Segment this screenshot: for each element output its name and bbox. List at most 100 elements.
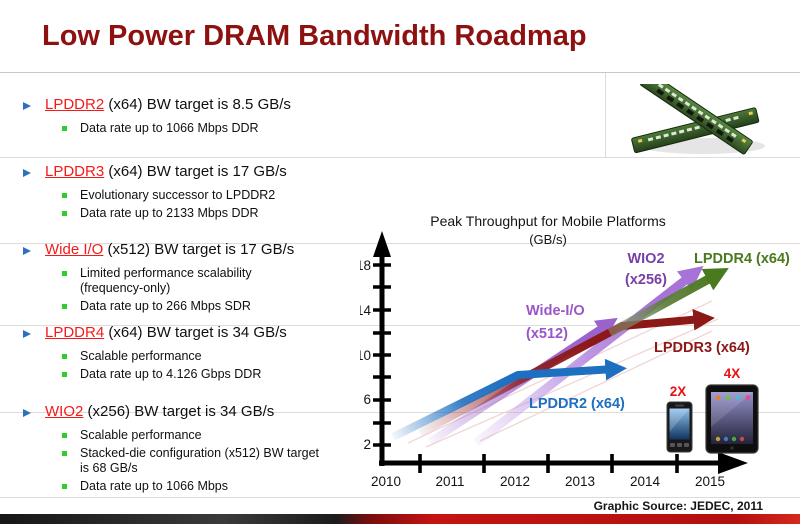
chart-subtitle: (GB/s) — [529, 232, 567, 247]
y-axis: 18 14 10 6 2 — [360, 231, 391, 466]
bullet-main: LPDDR4 (x64) BW target is 34 GB/s — [18, 324, 366, 342]
sub-bullet: Data rate up to 2133 Mbps DDR — [62, 206, 366, 221]
x-tick-label: 2010 — [371, 474, 401, 489]
wio2-label-2: (x256) — [625, 272, 667, 288]
sub-bullet: Scalable performance — [62, 349, 366, 364]
chart-title: Peak Throughput for Mobile Platforms — [430, 213, 666, 229]
lpddr4-label: LPDDR4 (x64) — [694, 251, 790, 267]
y-tick-label: 2 — [363, 437, 371, 452]
term-link[interactable]: LPDDR4 — [45, 324, 105, 341]
phone-multiplier-label: 2X — [670, 384, 687, 399]
bullet-arrow-icon — [23, 102, 31, 110]
x-axis-arrowhead — [718, 452, 748, 474]
separator-line — [0, 243, 800, 244]
bullet-item-lpddr3: LPDDR3 (x64) BW target is 17 GB/s Evolut… — [18, 163, 366, 224]
bullet-arrow-icon — [23, 169, 31, 177]
x-tick-label: 2015 — [695, 474, 725, 489]
separator-line — [0, 497, 800, 498]
sub-bullet-icon — [62, 353, 67, 359]
y-tick-label: 18 — [360, 258, 371, 273]
term-link[interactable]: LPDDR2 — [45, 96, 105, 113]
y-tick-label: 6 — [363, 392, 371, 407]
sub-bullet: Evolutionary successor to LPDDR2 — [62, 188, 366, 203]
x-tick-label: 2013 — [565, 474, 595, 489]
sub-bullet-text: Data rate up to 266 Mbps SDR — [80, 298, 251, 313]
sub-bullet-text: Data rate up to 2133 Mbps DDR — [80, 205, 259, 220]
separator-line — [0, 412, 800, 413]
wideio-label: Wide-I/O — [526, 303, 585, 319]
lpddr2-arrow — [391, 358, 627, 441]
smartphone-icon — [666, 401, 693, 453]
sub-bullet-text: Scalable performance — [80, 427, 202, 442]
sub-bullet-icon — [62, 303, 67, 309]
sub-bullet: Stacked-die configuration (x512) BW targ… — [62, 446, 366, 476]
separator-line — [0, 325, 800, 326]
x-tick-label: 2012 — [500, 474, 530, 489]
bullet-item-lpddr2: LPDDR2 (x64) BW target is 8.5 GB/s Data … — [18, 96, 366, 139]
bullet-text: LPDDR3 (x64) BW target is 17 GB/s — [45, 163, 287, 181]
bullet-text: LPDDR4 (x64) BW target is 34 GB/s — [45, 324, 287, 342]
page-title: Low Power DRAM Bandwidth Roadmap — [42, 20, 587, 52]
sub-bullet: Data rate up to 266 Mbps SDR — [62, 299, 366, 314]
image-cell-border — [605, 73, 606, 157]
term-link[interactable]: LPDDR3 — [45, 163, 105, 180]
sub-bullet-icon — [62, 125, 67, 131]
x-tick-label: 2014 — [630, 474, 661, 489]
term-link[interactable]: Wide I/O — [45, 241, 104, 258]
bullet-rest: (x512) BW target is 17 GB/s — [103, 241, 295, 258]
memory-modules-image — [631, 84, 765, 155]
title-separator-line — [0, 72, 800, 73]
lpddr4-arrow — [607, 268, 729, 337]
bullet-rest: (x64) BW target is 8.5 GB/s — [104, 96, 291, 113]
bullet-rest: (x64) BW target is 17 GB/s — [104, 163, 287, 180]
bullet-rest: (x64) BW target is 34 GB/s — [104, 324, 287, 341]
bullet-arrow-icon — [23, 247, 31, 255]
sub-bullet-icon — [62, 450, 67, 456]
memory-module-upper — [639, 84, 753, 155]
wideio-label-2: (x512) — [526, 326, 568, 342]
bullet-main: LPDDR2 (x64) BW target is 8.5 GB/s — [18, 96, 366, 114]
y-tick-label: 10 — [360, 348, 371, 363]
separator-line — [0, 157, 800, 158]
bullet-item-lpddr4: LPDDR4 (x64) BW target is 34 GB/s Scalab… — [18, 324, 366, 385]
bullet-item-wideio: Wide I/O (x512) BW target is 17 GB/s Lim… — [18, 241, 366, 317]
sub-bullet-text: Data rate up to 1066 Mbps — [80, 478, 229, 493]
y-axis-arrowhead — [373, 231, 391, 257]
lpddr2-label: LPDDR2 (x64) — [529, 396, 625, 412]
sub-bullet: Scalable performance — [62, 428, 366, 443]
sub-bullet-text: Data rate up to 1066 Mbps DDR — [80, 120, 259, 135]
bullet-item-wio2: WIO2 (x256) BW target is 34 GB/s Scalabl… — [18, 403, 366, 497]
term-link[interactable]: WIO2 — [45, 403, 84, 420]
sub-bullet-text: Scalable performance — [80, 348, 202, 363]
sub-bullet-icon — [62, 483, 67, 489]
bullet-arrow-icon — [23, 409, 31, 417]
x-axis: 2010 2011 2012 2013 2014 2015 — [371, 452, 748, 489]
wio2-arrow — [473, 266, 704, 447]
sub-bullet-icon — [62, 432, 67, 438]
bullet-main: Wide I/O (x512) BW target is 17 GB/s — [18, 241, 366, 259]
sub-bullet-icon — [62, 192, 67, 198]
bullet-main: WIO2 (x256) BW target is 34 GB/s — [18, 403, 366, 421]
bullet-main: LPDDR3 (x64) BW target is 17 GB/s — [18, 163, 366, 181]
sub-bullet-icon — [62, 270, 67, 276]
wio2-label: WIO2 — [627, 251, 664, 267]
x-tick-label: 2011 — [435, 474, 464, 489]
sub-bullet: Limited performance scalability (frequen… — [62, 266, 366, 296]
source-note: Graphic Source: JEDEC, 2011 — [593, 499, 763, 513]
throughput-chart: Peak Throughput for Mobile Platforms (GB… — [360, 213, 790, 489]
bullet-text: LPDDR2 (x64) BW target is 8.5 GB/s — [45, 96, 291, 114]
tablet-multiplier-label: 4X — [724, 366, 741, 381]
sub-bullet-text: Data rate up to 4.126 Gbps DDR — [80, 366, 262, 381]
bottom-accent-bar — [0, 514, 800, 524]
sub-bullet-icon — [62, 371, 67, 377]
sub-bullet: Data rate up to 1066 Mbps — [62, 479, 366, 494]
sub-bullet: Data rate up to 1066 Mbps DDR — [62, 121, 366, 136]
sub-bullet-text: Evolutionary successor to LPDDR2 — [80, 187, 276, 202]
sub-bullet-icon — [62, 210, 67, 216]
sub-bullet-text: Stacked-die configuration (x512) BW targ… — [80, 445, 320, 475]
bullet-arrow-icon — [23, 330, 31, 338]
bullet-text: Wide I/O (x512) BW target is 17 GB/s — [45, 241, 295, 259]
bullet-text: WIO2 (x256) BW target is 34 GB/s — [45, 403, 274, 421]
lpddr3-label: LPDDR3 (x64) — [654, 340, 750, 356]
sub-bullet-text: Limited performance scalability (frequen… — [80, 265, 252, 295]
